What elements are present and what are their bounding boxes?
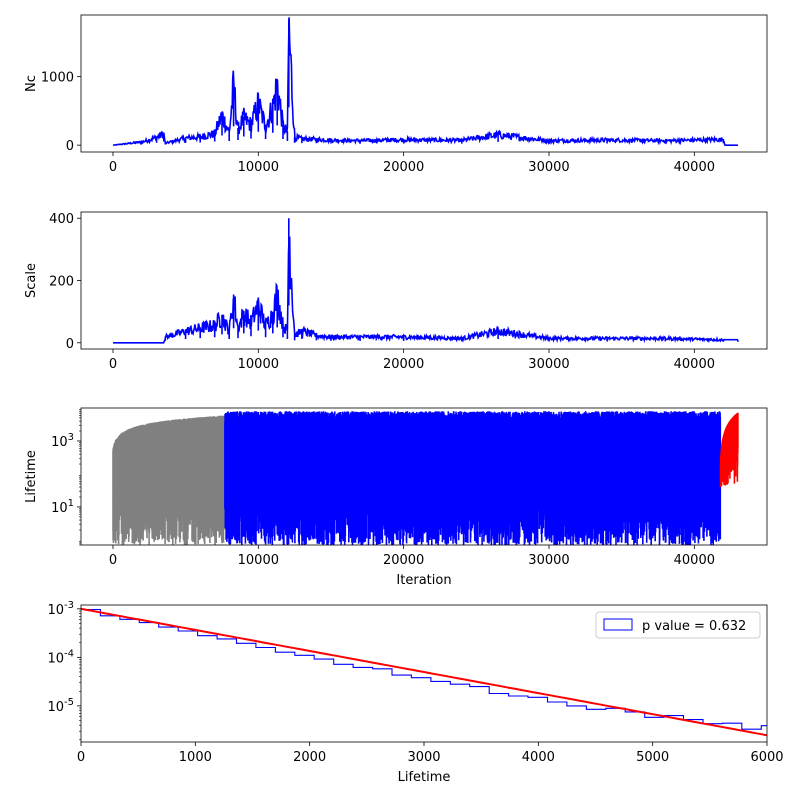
y-tick-label: 10-5 xyxy=(47,697,74,715)
y-tick-label: 0 xyxy=(66,139,74,154)
lifetime-panel: 0 10000 20000 30000 40000 101 103 Lifetime Itera… xyxy=(24,407,768,588)
x-tick-label: 0 xyxy=(109,160,117,175)
lifetime-series-ff0000 xyxy=(719,412,739,488)
x-tick-label: 30000 xyxy=(528,553,569,568)
axes-frame xyxy=(80,14,768,153)
x-tick-label: 4000 xyxy=(522,750,555,765)
legend-box xyxy=(595,611,761,639)
y-tick-label: 200 xyxy=(49,275,74,290)
scale-panel: 0 10000 20000 30000 40000 0 200 400 Scale xyxy=(24,211,768,372)
y-tick-label: 10-3 xyxy=(47,600,74,618)
x-tick-label: 3000 xyxy=(407,750,440,765)
x-tick-label: 20000 xyxy=(383,357,424,372)
y-tick-label: 10-4 xyxy=(47,648,74,666)
x-tick-label: 10000 xyxy=(238,357,279,372)
x-tick-label: 10000 xyxy=(238,553,279,568)
legend-swatch xyxy=(603,618,633,631)
x-tick-label: 1000 xyxy=(179,750,212,765)
x-tick-label: 20000 xyxy=(383,160,424,175)
y-axis-label: Nc xyxy=(24,75,39,92)
axes-frame xyxy=(80,407,768,546)
x-tick-label: 40000 xyxy=(674,160,715,175)
x-tick-label: 30000 xyxy=(528,357,569,372)
x-tick-label: 6000 xyxy=(750,750,783,765)
y-tick-label: 101 xyxy=(51,498,74,516)
x-tick-label: 20000 xyxy=(383,553,424,568)
series-line xyxy=(113,218,739,344)
exponential-fit-line xyxy=(81,607,767,737)
y-axis-label: Lifetime xyxy=(24,450,39,503)
x-tick-label: 0 xyxy=(109,357,117,372)
x-tick-label: 40000 xyxy=(674,357,715,372)
x-tick-label: 2000 xyxy=(293,750,326,765)
x-tick-label: 30000 xyxy=(528,160,569,175)
series-line xyxy=(112,17,738,146)
y-axis-label: Scale xyxy=(24,263,39,298)
legend-label: p value = 0.632 xyxy=(642,619,746,634)
x-axis-label: Lifetime xyxy=(398,770,451,785)
legend: p value = 0.632 xyxy=(595,611,761,639)
y-tick-label: 0 xyxy=(66,337,74,352)
x-axis-label: Iteration xyxy=(396,573,451,588)
x-tick-label: 0 xyxy=(109,553,117,568)
x-tick-label: 0 xyxy=(77,750,85,765)
y-tick-label: 400 xyxy=(49,212,74,227)
x-tick-label: 10000 xyxy=(238,160,279,175)
lifetime-series-0000ff xyxy=(224,411,722,545)
x-tick-label: 5000 xyxy=(636,750,669,765)
y-tick-label: 103 xyxy=(51,432,74,450)
lifetime-series-808080 xyxy=(112,415,226,545)
y-tick-label: 1000 xyxy=(41,71,74,86)
lifetime-histogram-panel: 0 1000 2000 3000 4000 5000 6000 10-5 10-4 10-3 Lif… xyxy=(47,600,783,785)
x-tick-label: 40000 xyxy=(674,553,715,568)
